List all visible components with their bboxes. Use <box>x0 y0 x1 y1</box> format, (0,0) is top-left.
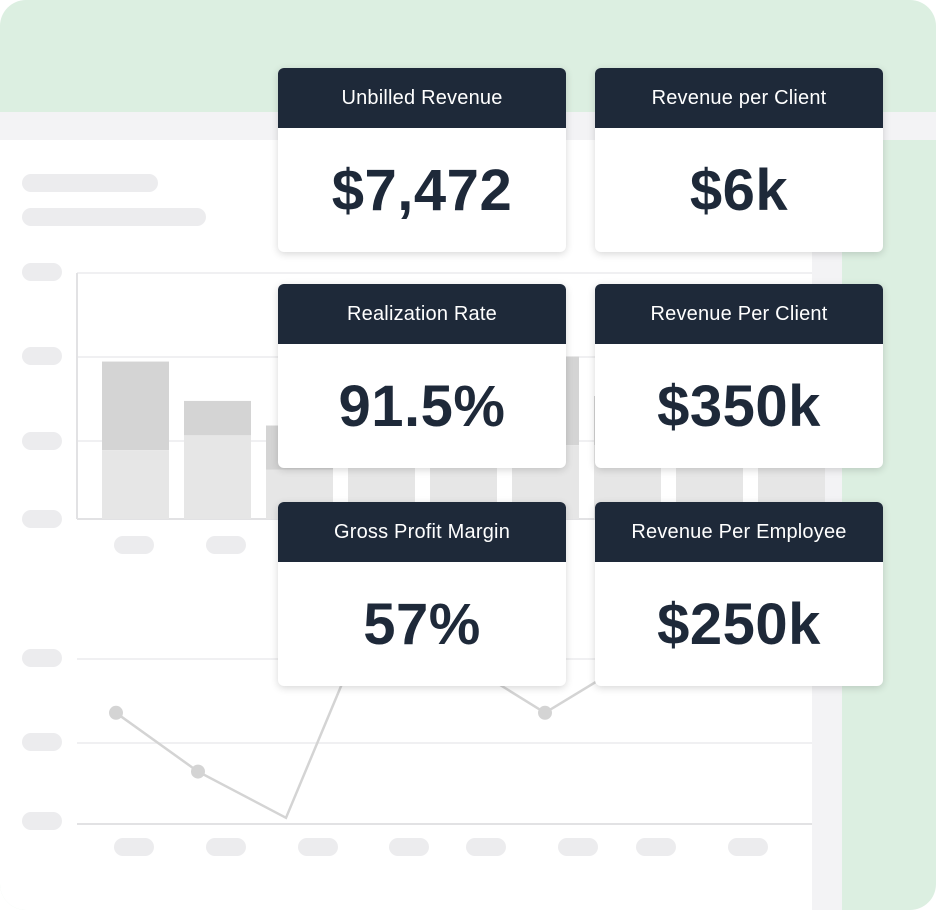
y-tick-placeholder <box>22 432 62 450</box>
metric-card-title: Revenue Per Client <box>595 284 883 344</box>
metric-card-unbilled-revenue[interactable]: Unbilled Revenue $7,472 <box>278 68 566 252</box>
y-tick-placeholder <box>22 812 62 830</box>
subtitle-placeholder <box>22 208 206 226</box>
bar-segment-lower <box>184 435 251 519</box>
metric-card-title: Revenue per Client <box>595 68 883 128</box>
y-tick-placeholder <box>22 649 62 667</box>
x-tick-placeholder <box>389 838 429 856</box>
metric-card-title: Realization Rate <box>278 284 566 344</box>
x-tick-placeholder <box>558 838 598 856</box>
bar-segment-upper <box>102 361 169 451</box>
x-tick-placeholder <box>206 838 246 856</box>
metric-card-revenue-per-client[interactable]: Revenue per Client $6k <box>595 68 883 252</box>
metric-card-revenue-per-client-2[interactable]: Revenue Per Client $350k <box>595 284 883 468</box>
metric-card-title: Gross Profit Margin <box>278 502 566 562</box>
bar-segment-lower <box>102 450 169 519</box>
x-tick-placeholder <box>298 838 338 856</box>
metric-card-gross-profit-margin[interactable]: Gross Profit Margin 57% <box>278 502 566 686</box>
x-tick-placeholder <box>114 536 154 554</box>
title-placeholder <box>22 174 158 192</box>
y-tick-placeholder <box>22 510 62 528</box>
metric-card-title: Revenue Per Employee <box>595 502 883 562</box>
x-tick-placeholder <box>114 838 154 856</box>
metric-card-value: $6k <box>689 157 789 223</box>
trend-point <box>109 705 123 720</box>
bar-segment-upper <box>184 400 251 436</box>
trend-point <box>538 705 552 720</box>
x-tick-placeholder <box>728 838 768 856</box>
metric-card-value: 91.5% <box>338 373 506 439</box>
metric-card-title: Unbilled Revenue <box>278 68 566 128</box>
metric-card-revenue-per-employee[interactable]: Revenue Per Employee $250k <box>595 502 883 686</box>
x-tick-placeholder <box>636 838 676 856</box>
x-tick-placeholder <box>206 536 246 554</box>
y-tick-placeholder <box>22 263 62 281</box>
metric-card-value: $7,472 <box>331 157 513 223</box>
metric-card-value: $350k <box>657 373 821 439</box>
y-tick-placeholder <box>22 733 62 751</box>
metric-card-value: $250k <box>657 591 821 657</box>
trend-point <box>191 764 205 779</box>
x-tick-placeholder <box>466 838 506 856</box>
metric-card-value: 57% <box>363 591 481 657</box>
metric-card-realization-rate[interactable]: Realization Rate 91.5% <box>278 284 566 468</box>
y-tick-placeholder <box>22 347 62 365</box>
